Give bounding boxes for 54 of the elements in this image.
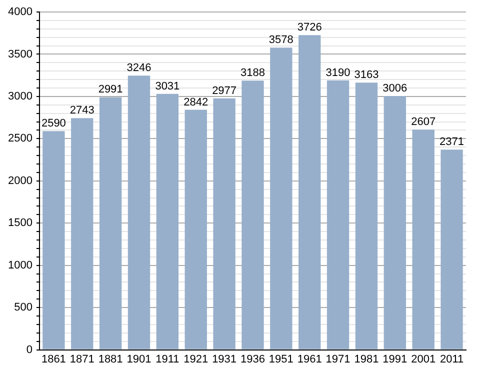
data-label: 2977 [212,84,237,97]
data-label: 2842 [184,96,208,108]
bar [128,76,150,350]
y-tick-label: 4000 [8,6,32,18]
y-tick-label: 2000 [8,174,32,187]
data-label: 3188 [240,67,265,80]
y-tick-label: 2500 [8,132,32,145]
bar [242,80,264,350]
bar [99,97,122,350]
y-tick-label: 1500 [8,217,32,230]
bar [71,118,94,350]
data-label: 3578 [268,34,294,46]
bar [440,150,463,350]
y-tick-label: 0 [26,344,32,356]
bar [184,110,207,350]
bar [384,96,406,350]
bar [156,94,179,350]
data-label: 3726 [297,22,322,34]
x-tick-label: 1911 [156,353,180,366]
y-tick-label: 500 [14,302,32,314]
bar [355,82,378,350]
data-label: 3163 [354,69,379,82]
data-label: 2371 [440,136,464,148]
x-tick-label: 2001 [411,353,436,366]
y-tick-label: 3000 [8,90,32,102]
y-tick-label: 3500 [8,48,32,60]
bar [213,98,236,350]
x-tick-label: 1936 [240,353,265,366]
bar [298,35,321,350]
x-tick-label: 2011 [440,353,464,366]
bar [326,80,350,350]
bar [42,131,65,350]
data-label: 2991 [98,84,123,96]
bar [412,130,434,350]
x-tick-label: 1881 [98,353,123,366]
data-label: 3246 [126,62,152,74]
bar [270,48,292,350]
y-tick-label: 1000 [8,259,32,272]
data-label: 2590 [41,118,66,130]
x-tick-label: 1971 [326,353,350,366]
x-tick-label: 1921 [184,353,208,366]
data-label: 2743 [70,104,94,117]
data-label: 3031 [155,80,180,92]
data-label: 3190 [326,66,350,79]
x-tick-label: 1951 [268,353,294,366]
x-tick-label: 1991 [382,353,408,366]
x-tick-label: 1861 [41,353,66,366]
data-label: 2607 [411,116,436,128]
x-tick-label: 1901 [126,353,152,366]
data-label: 3006 [382,82,408,94]
x-tick-label: 1961 [297,353,322,366]
x-tick-label: 1871 [70,353,94,366]
x-tick-label: 1931 [212,353,237,366]
x-tick-label: 1981 [354,353,379,366]
